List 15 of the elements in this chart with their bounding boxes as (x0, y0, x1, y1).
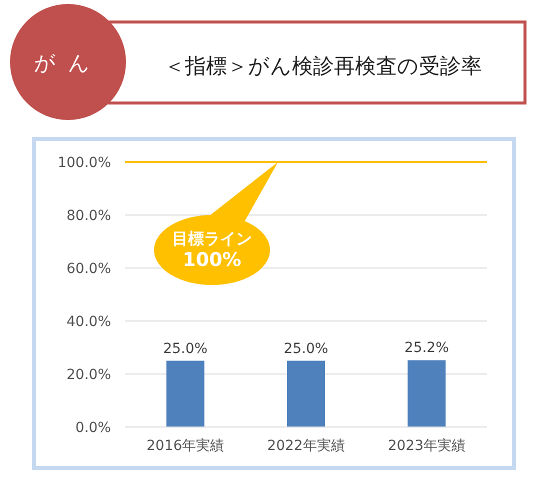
x-tick-label: 2023年実績 (388, 438, 466, 454)
annotation: 目標ライン 100% (172, 229, 252, 271)
y-tick-label: 60.0% (66, 261, 111, 277)
data-label: 25.2% (404, 340, 449, 356)
data-label: 25.0% (163, 340, 208, 357)
chart-subtitle: がん (34, 51, 102, 75)
y-tick-label: 40.0% (66, 314, 111, 330)
y-tick-label: 0.0% (75, 420, 111, 436)
x-tick-label: 2016年実績 (146, 438, 224, 454)
y-tick-label: 80.0% (66, 208, 111, 224)
y-tick-label: 100.0% (58, 155, 111, 171)
data-label: 25.0% (284, 340, 328, 357)
y-tick-label: 20.0% (66, 367, 111, 383)
x-tick-label: 2022年実績 (267, 438, 345, 454)
chart-title: ＜指標＞がん検診再検査の受診率 (164, 54, 482, 78)
